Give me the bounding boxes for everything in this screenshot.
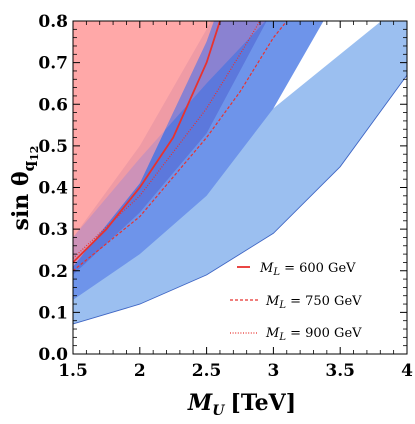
legend: ML = 600 GeV ML = 750 GeV ML = 900 GeV bbox=[230, 261, 362, 343]
axis-ticks: 1.5 2 2.5 3 3.5 4 0.0 0.1 0.2 0.3 0.4 0.5 0.6 0.7 0.8 bbox=[38, 12, 413, 381]
x-tick-label: 2.5 bbox=[192, 361, 222, 381]
outer-band-edge bbox=[73, 74, 407, 325]
y-tick-label: 0.4 bbox=[38, 179, 68, 199]
shaded-regions bbox=[73, 21, 407, 325]
y-tick-label: 0.5 bbox=[38, 137, 68, 157]
legend-label-900: ML = 900 GeV bbox=[265, 326, 362, 343]
x-tick-label: 1.5 bbox=[58, 361, 88, 381]
legend-label-600: ML = 600 GeV bbox=[259, 261, 356, 278]
y-tick-label: 0.3 bbox=[38, 220, 68, 240]
series-curves bbox=[73, 21, 288, 272]
x-tick-label: 2 bbox=[134, 361, 146, 381]
x-tick-label: 4 bbox=[401, 361, 413, 381]
y-tick-label: 0.7 bbox=[38, 54, 68, 74]
x-tick-label: 3 bbox=[267, 361, 279, 381]
legend-entry-750: ML = 750 GeV bbox=[230, 294, 362, 311]
y-axis-title: sin θq12 bbox=[8, 146, 41, 231]
legend-entry-900: ML = 900 GeV bbox=[230, 326, 362, 343]
region-excluded bbox=[73, 21, 274, 267]
y-tick-label: 0.2 bbox=[38, 262, 68, 282]
series-line-dashed bbox=[73, 21, 288, 272]
legend-label-750: ML = 750 GeV bbox=[265, 294, 362, 311]
region-middle-band bbox=[73, 21, 324, 300]
region-outer-band bbox=[73, 21, 407, 324]
legend-entry-600: ML = 600 GeV bbox=[237, 261, 356, 278]
x-axis-title: MU [TeV] bbox=[187, 390, 296, 419]
x-tick-label: 3.5 bbox=[325, 361, 355, 381]
y-tick-label: 0.0 bbox=[38, 345, 68, 365]
y-tick-label: 0.6 bbox=[38, 95, 68, 115]
series-line-solid bbox=[73, 21, 221, 264]
region-overlap bbox=[73, 21, 266, 267]
y-tick-label: 0.8 bbox=[38, 12, 68, 32]
y-tick-label: 0.1 bbox=[38, 303, 68, 323]
